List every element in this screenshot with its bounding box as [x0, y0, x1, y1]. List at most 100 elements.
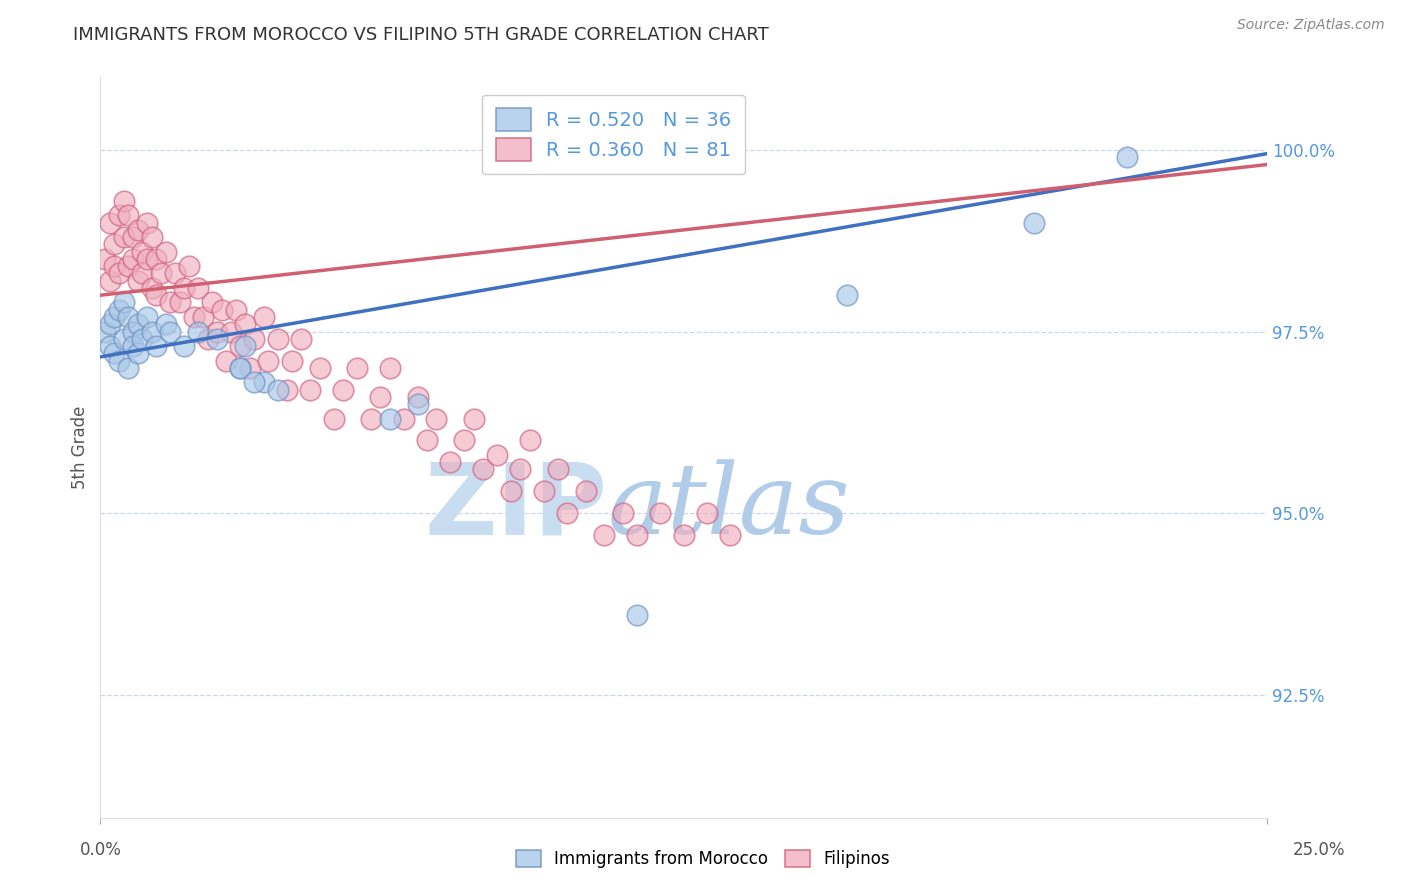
Point	[266, 383, 288, 397]
Point	[141, 230, 163, 244]
Point	[346, 360, 368, 375]
Point	[127, 346, 149, 360]
Point	[187, 281, 209, 295]
Point	[276, 383, 298, 397]
Point	[472, 462, 495, 476]
Text: IMMIGRANTS FROM MOROCCO VS FILIPINO 5TH GRADE CORRELATION CHART: IMMIGRANTS FROM MOROCCO VS FILIPINO 5TH …	[73, 26, 769, 44]
Point	[406, 397, 429, 411]
Point	[159, 295, 181, 310]
Point	[173, 339, 195, 353]
Point	[485, 448, 508, 462]
Point	[98, 274, 121, 288]
Point	[406, 390, 429, 404]
Point	[626, 528, 648, 542]
Point	[150, 267, 173, 281]
Point	[253, 376, 276, 390]
Point	[672, 528, 695, 542]
Legend: Immigrants from Morocco, Filipinos: Immigrants from Morocco, Filipinos	[509, 843, 897, 875]
Point	[183, 310, 205, 324]
Point	[112, 295, 135, 310]
Point	[145, 252, 167, 266]
Point	[173, 281, 195, 295]
Point	[127, 274, 149, 288]
Point	[136, 252, 159, 266]
Point	[108, 267, 131, 281]
Point	[499, 484, 522, 499]
Point	[239, 360, 262, 375]
Point	[225, 302, 247, 317]
Point	[233, 339, 256, 353]
Point	[122, 325, 145, 339]
Point	[201, 295, 224, 310]
Legend: R = 0.520   N = 36, R = 0.360   N = 81: R = 0.520 N = 36, R = 0.360 N = 81	[482, 95, 745, 175]
Point	[103, 310, 125, 324]
Point	[416, 434, 439, 448]
Point	[159, 325, 181, 339]
Point	[575, 484, 598, 499]
Point	[593, 528, 616, 542]
Text: 0.0%: 0.0%	[80, 840, 122, 858]
Point	[332, 383, 354, 397]
Point	[211, 302, 233, 317]
Y-axis label: 5th Grade: 5th Grade	[72, 406, 89, 490]
Point	[253, 310, 276, 324]
Point	[229, 360, 252, 375]
Point	[131, 267, 153, 281]
Point	[103, 237, 125, 252]
Point	[215, 353, 238, 368]
Point	[108, 302, 131, 317]
Point	[112, 230, 135, 244]
Point	[425, 411, 447, 425]
Point	[1022, 216, 1045, 230]
Point	[122, 252, 145, 266]
Point	[141, 325, 163, 339]
Point	[718, 528, 741, 542]
Point	[378, 360, 401, 375]
Point	[509, 462, 531, 476]
Point	[243, 332, 266, 346]
Point	[177, 259, 200, 273]
Point	[229, 339, 252, 353]
Point	[117, 360, 139, 375]
Point	[163, 267, 186, 281]
Point	[169, 295, 191, 310]
Point	[112, 332, 135, 346]
Point	[533, 484, 555, 499]
Point	[650, 506, 672, 520]
Point	[360, 411, 382, 425]
Point	[1116, 150, 1139, 164]
Point	[187, 325, 209, 339]
Point	[547, 462, 569, 476]
Point	[94, 252, 117, 266]
Point	[453, 434, 475, 448]
Point	[835, 288, 858, 302]
Point	[108, 353, 131, 368]
Point	[439, 455, 461, 469]
Point	[98, 318, 121, 332]
Point	[308, 360, 330, 375]
Point	[191, 310, 214, 324]
Point	[519, 434, 541, 448]
Point	[555, 506, 578, 520]
Point	[322, 411, 344, 425]
Point	[205, 332, 228, 346]
Point	[463, 411, 485, 425]
Point	[117, 310, 139, 324]
Point	[197, 332, 219, 346]
Point	[117, 208, 139, 222]
Point	[122, 230, 145, 244]
Point	[155, 318, 177, 332]
Point	[108, 208, 131, 222]
Text: ZIP: ZIP	[425, 458, 607, 556]
Point	[229, 360, 252, 375]
Point	[94, 325, 117, 339]
Point	[378, 411, 401, 425]
Text: atlas: atlas	[607, 459, 851, 555]
Point	[257, 353, 280, 368]
Point	[112, 194, 135, 208]
Point	[127, 318, 149, 332]
Point	[103, 346, 125, 360]
Text: 25.0%: 25.0%	[1292, 840, 1346, 858]
Point	[696, 506, 718, 520]
Point	[145, 339, 167, 353]
